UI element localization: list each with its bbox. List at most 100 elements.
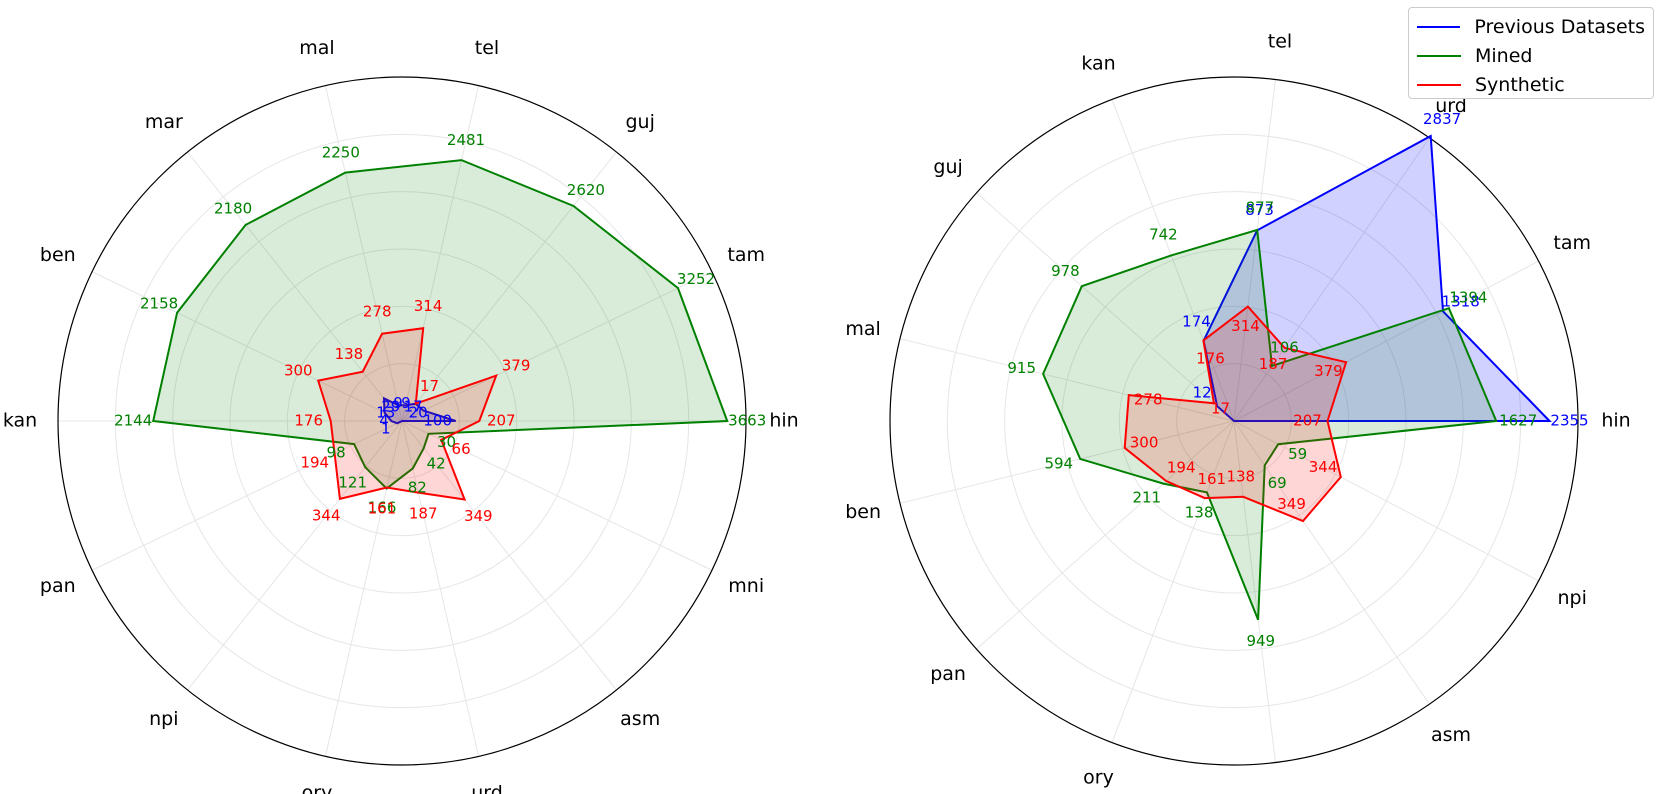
value-label-mined: 2158 — [140, 295, 178, 313]
value-label-synthetic: 176 — [294, 412, 323, 430]
value-label-synthetic: 300 — [284, 362, 313, 380]
value-label-mined: 2481 — [447, 131, 485, 149]
value-label-synthetic: 138 — [335, 345, 364, 363]
value-label-mined: 30 — [437, 433, 456, 451]
axis-label-mar: mar — [145, 111, 183, 133]
value-label-synthetic: 379 — [1314, 362, 1343, 380]
value-label-mined: 69 — [1268, 474, 1287, 492]
value-label-mined: 138 — [1185, 504, 1214, 522]
legend-item-synthetic: Synthetic — [1417, 70, 1645, 99]
grid-spoke — [91, 420, 403, 571]
grid-spoke — [187, 151, 403, 422]
value-label-synthetic: 300 — [1130, 434, 1159, 452]
value-label-mined: 1627 — [1499, 412, 1537, 430]
value-label-synthetic: 161 — [368, 499, 397, 517]
value-label-synthetic: 187 — [409, 505, 438, 523]
axis-label-ory: ory — [1083, 767, 1114, 789]
value-label-mined: 3252 — [677, 270, 715, 288]
value-label-synthetic: 314 — [414, 297, 443, 315]
grid-spoke — [1233, 79, 1276, 422]
grid-spoke — [976, 420, 1235, 650]
series-previous-datasets — [382, 396, 457, 425]
grid-spoke — [324, 420, 403, 757]
legend-swatch-mined — [1417, 54, 1461, 57]
axis-label-mal: mal — [299, 37, 334, 59]
value-label-synthetic: 176 — [1196, 350, 1225, 368]
value-label-mined: 915 — [1007, 359, 1036, 377]
grid-spoke — [401, 271, 713, 422]
value-label-previous-datasets: 174 — [1182, 313, 1211, 331]
axis-label-kan: kan — [3, 410, 37, 432]
axis-label-urd: urd — [471, 782, 503, 794]
series-synthetic — [1123, 305, 1348, 523]
axis-label-urd: urd — [1435, 95, 1467, 117]
value-label-mined: 3663 — [728, 412, 766, 430]
grid-spoke — [401, 85, 480, 422]
axis-label-pan: pan — [40, 575, 76, 597]
value-label-previous-datasets: 17 — [404, 397, 423, 415]
value-label-mined: 2144 — [114, 412, 152, 430]
grid-spoke — [401, 420, 480, 757]
value-label-synthetic: 349 — [464, 507, 493, 525]
axis-label-mal: mal — [845, 318, 880, 340]
value-label-mined: 594 — [1044, 455, 1073, 473]
grid-spoke — [1233, 420, 1276, 763]
grid-spoke — [1233, 420, 1430, 705]
grid-spoke — [899, 420, 1235, 504]
value-label-synthetic: 207 — [487, 412, 516, 430]
legend-item-previous-datasets: Previous Datasets — [1417, 12, 1645, 41]
legend-swatch-previous-datasets — [1417, 25, 1461, 28]
polar-frame — [889, 76, 1579, 766]
axis-label-tam: tam — [727, 244, 765, 266]
axis-label-mar: mar — [1261, 789, 1299, 794]
value-label-synthetic: 194 — [300, 454, 329, 472]
axis-label-tel: tel — [1268, 30, 1292, 52]
value-label-synthetic: 314 — [1231, 317, 1260, 335]
value-label-mined: 949 — [1246, 632, 1275, 650]
value-label-synthetic: 187 — [1259, 355, 1288, 373]
series-mined — [151, 159, 729, 490]
grid-spoke — [976, 192, 1235, 422]
value-label-previous-datasets: 12 — [1193, 383, 1212, 401]
value-label-synthetic: 349 — [1277, 495, 1306, 513]
legend-label-mined: Mined — [1475, 44, 1533, 67]
value-label-synthetic: 344 — [312, 507, 341, 525]
series-synthetic — [316, 327, 498, 501]
legend-swatch-synthetic — [1417, 83, 1461, 86]
grid-spoke — [91, 271, 403, 422]
value-label-previous-datasets: 2837 — [1423, 110, 1461, 128]
axis-label-tam: tam — [1553, 232, 1591, 254]
value-label-previous-datasets: 13 — [376, 404, 395, 422]
legend-label-previous-datasets: Previous Datasets — [1474, 15, 1645, 38]
value-label-previous-datasets: 4 — [379, 412, 389, 430]
value-label-synthetic: 17 — [420, 377, 439, 395]
value-label-previous-datasets: 29 — [381, 397, 400, 415]
polar-frame — [57, 76, 747, 766]
value-label-synthetic: 278 — [1134, 390, 1163, 408]
axis-label-guj: guj — [933, 156, 962, 178]
grid-spoke — [324, 85, 403, 422]
value-label-previous-datasets: 1 — [381, 419, 391, 437]
value-label-previous-datasets: 9 — [401, 394, 411, 412]
grid-spoke — [401, 151, 617, 422]
value-label-mined: 166 — [368, 499, 397, 517]
series-mined — [1042, 228, 1498, 621]
axis-label-ben: ben — [845, 501, 881, 523]
axis-label-guj: guj — [626, 111, 655, 133]
value-label-mined: 59 — [1288, 445, 1307, 463]
axis-label-asm: asm — [1431, 724, 1471, 746]
value-label-mined: 106 — [1270, 338, 1299, 356]
value-label-previous-datasets: 100 — [423, 412, 452, 430]
axis-label-hin: hin — [769, 410, 798, 432]
value-label-synthetic: 278 — [363, 303, 392, 321]
axis-label-ory: ory — [302, 782, 333, 794]
value-label-synthetic: 138 — [1226, 468, 1255, 486]
value-label-previous-datasets: 9 — [393, 394, 403, 412]
value-label-mined: 978 — [1051, 262, 1080, 280]
grid-spoke — [1233, 260, 1539, 422]
value-label-previous-datasets: 1318 — [1442, 293, 1480, 311]
value-label-mined: 121 — [338, 473, 367, 491]
